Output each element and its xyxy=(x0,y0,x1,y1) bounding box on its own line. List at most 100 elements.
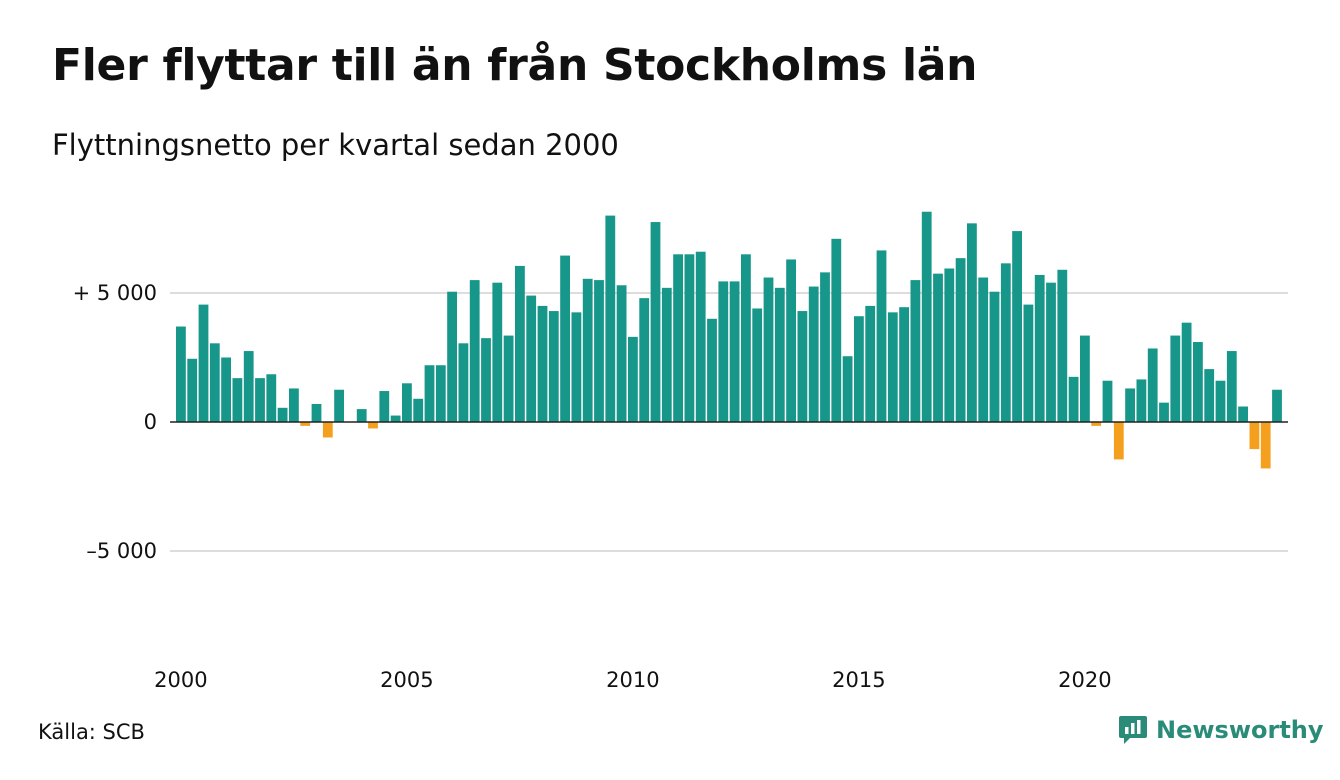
bar xyxy=(424,365,435,422)
x-tick-label: 2005 xyxy=(380,668,433,692)
brand-name: Newsworthy xyxy=(1156,716,1324,744)
bar xyxy=(548,311,559,422)
x-axis-tick-labels: 2000 2005 2010 2015 2020 xyxy=(154,668,1111,692)
bar xyxy=(1125,388,1135,422)
bar xyxy=(1170,335,1181,422)
bar xyxy=(481,338,491,422)
bar xyxy=(854,316,864,422)
x-tick-label: 2010 xyxy=(606,668,659,692)
bar xyxy=(955,258,966,422)
bar xyxy=(1204,369,1215,422)
bar xyxy=(1046,282,1056,422)
y-axis-tick-labels: + 5 000 0 –5 000 xyxy=(73,281,157,563)
bar xyxy=(402,383,412,422)
bar xyxy=(639,298,650,422)
bar xyxy=(458,343,469,422)
bar xyxy=(1012,231,1022,422)
source-note: Källa: SCB xyxy=(38,720,145,744)
bar xyxy=(1249,422,1260,450)
bar xyxy=(1159,402,1169,422)
bar xyxy=(842,356,853,422)
chart-title: Fler flyttar till än från Stockholms län xyxy=(52,40,978,91)
bar xyxy=(661,287,672,422)
bar xyxy=(368,422,378,429)
bar xyxy=(356,409,367,422)
bar xyxy=(1057,269,1068,422)
bar xyxy=(899,307,909,422)
bar xyxy=(1226,351,1237,422)
bar xyxy=(390,415,401,422)
bar xyxy=(1136,379,1147,422)
x-tick-label: 2000 xyxy=(154,668,207,692)
bar xyxy=(266,374,277,422)
bar xyxy=(865,305,876,422)
bar xyxy=(1272,389,1282,422)
chart-subtitle: Flyttningsnetto per kvartal sedan 2000 xyxy=(52,128,619,162)
bars xyxy=(170,211,1288,469)
bar xyxy=(797,311,808,422)
bar xyxy=(605,215,616,422)
bar xyxy=(786,259,796,422)
bar xyxy=(221,357,231,422)
bar xyxy=(1193,342,1203,422)
bar xyxy=(729,281,740,422)
bar xyxy=(492,282,503,422)
bar xyxy=(820,272,830,422)
grid-lines xyxy=(170,292,1288,552)
bar xyxy=(311,403,322,422)
bar xyxy=(921,211,932,422)
bar xyxy=(447,291,457,422)
bar xyxy=(1215,380,1226,422)
bar xyxy=(582,278,593,422)
bar xyxy=(198,304,209,422)
bar xyxy=(232,378,243,422)
bar xyxy=(616,285,627,422)
bar xyxy=(1260,422,1271,469)
bar xyxy=(435,365,446,422)
bar xyxy=(1080,335,1090,422)
bar xyxy=(876,250,887,422)
x-tick-label: 2020 xyxy=(1058,668,1111,692)
bar xyxy=(1023,304,1034,422)
bar xyxy=(944,268,955,422)
bar xyxy=(1091,422,1102,426)
y-tick-label: 0 xyxy=(144,410,157,434)
bar xyxy=(808,286,819,422)
bar xyxy=(1000,263,1011,422)
bar xyxy=(176,326,186,422)
y-tick-label: + 5 000 xyxy=(73,281,157,305)
bar xyxy=(1102,380,1113,422)
bar xyxy=(967,223,977,422)
bar xyxy=(515,265,525,422)
bar xyxy=(255,378,265,422)
bar-chart-logo-icon xyxy=(1119,716,1147,744)
bar xyxy=(300,422,311,426)
bar xyxy=(187,358,198,422)
bar xyxy=(594,280,604,422)
bar xyxy=(209,343,220,422)
bar xyxy=(277,407,288,422)
bar xyxy=(526,295,537,422)
bar xyxy=(379,391,390,422)
bar xyxy=(322,422,333,438)
x-tick-label: 2015 xyxy=(832,668,885,692)
bar xyxy=(1034,274,1045,422)
bar xyxy=(910,280,921,422)
bar xyxy=(1147,348,1158,422)
bar xyxy=(718,281,729,422)
bar xyxy=(1238,406,1248,422)
bar xyxy=(989,291,1000,422)
bar xyxy=(741,254,751,422)
bar xyxy=(334,389,344,422)
bar xyxy=(933,273,943,422)
bar xyxy=(831,238,842,422)
bar xyxy=(774,287,785,422)
bar xyxy=(503,335,514,422)
bar xyxy=(650,222,661,422)
bar xyxy=(763,277,774,422)
brand-logo: Newsworthy xyxy=(1118,714,1324,746)
bar xyxy=(887,312,898,422)
bar xyxy=(1113,422,1124,460)
y-tick-label: –5 000 xyxy=(86,539,157,563)
bar xyxy=(243,351,254,422)
